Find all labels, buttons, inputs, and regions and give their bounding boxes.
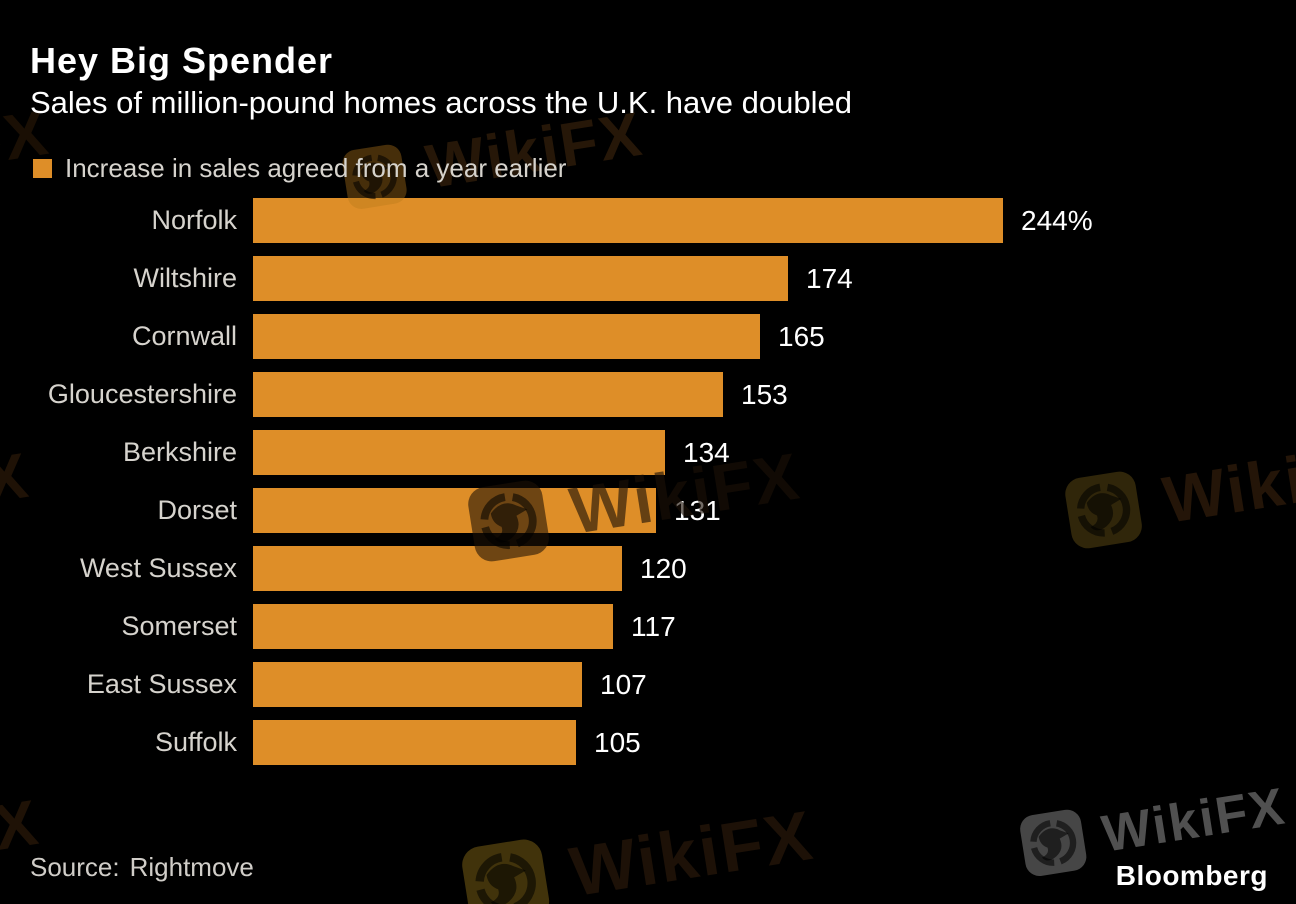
category-label: Norfolk (151, 205, 237, 235)
bar-row: Norfolk 244% (0, 198, 1296, 243)
bar-row: Wiltshire 174 (0, 256, 1296, 301)
wikifx-eagle-icon (1017, 806, 1090, 879)
bar (253, 546, 622, 591)
bar-row: Suffolk 105 (0, 720, 1296, 765)
bar-row: West Sussex 120 (0, 546, 1296, 591)
bar-row: Dorset 131 (0, 488, 1296, 533)
value-label: 134 (683, 436, 730, 468)
chart-subtitle: Sales of million-pound homes across the … (30, 85, 852, 120)
watermark-text: WikiFX (1098, 777, 1290, 864)
category-label: Somerset (121, 611, 237, 641)
watermark-text: WikiFX (564, 795, 819, 904)
value-label: 105 (594, 726, 641, 758)
bar (253, 720, 576, 765)
bar-row: Berkshire 134 (0, 430, 1296, 475)
category-label: West Sussex (79, 553, 237, 583)
value-label: 244% (1021, 204, 1093, 236)
category-label: Berkshire (122, 437, 237, 467)
bar (253, 372, 723, 417)
bar (253, 256, 788, 301)
watermark-unit: WikiFX (458, 793, 820, 904)
value-label: 174 (806, 262, 853, 294)
category-label: Cornwall (131, 321, 237, 351)
legend: Increase in sales agreed from a year ear… (33, 153, 566, 184)
bar (253, 314, 760, 359)
source-value: Rightmove (129, 852, 254, 882)
legend-label: Increase in sales agreed from a year ear… (65, 153, 567, 183)
bar (253, 488, 656, 533)
bar-row: Gloucestershire 153 (0, 372, 1296, 417)
source-note: Source: Rightmove (30, 852, 254, 883)
category-label: East Sussex (86, 669, 237, 699)
legend-swatch (33, 159, 52, 178)
bloomberg-logo: Bloomberg (1115, 860, 1268, 891)
bar-row: Cornwall 165 (0, 314, 1296, 359)
chart-title: Hey Big Spender (30, 40, 334, 81)
wikifx-eagle-icon (458, 835, 554, 904)
value-label: 117 (631, 610, 676, 642)
value-label: 165 (778, 320, 825, 352)
value-label: 107 (600, 668, 647, 700)
bar-row: Somerset 117 (0, 604, 1296, 649)
category-label: Dorset (157, 495, 237, 525)
bar-rows: Norfolk 244% Wiltshire 174 Cornwall 165 Glouce… (0, 198, 1296, 778)
bar (253, 430, 665, 475)
source-label: Source: (30, 852, 120, 882)
bar-row: East Sussex 107 (0, 662, 1296, 707)
bar (253, 662, 582, 707)
bar (253, 198, 1003, 243)
value-label: 120 (640, 552, 687, 584)
category-label: Wiltshire (133, 263, 237, 293)
category-label: Suffolk (154, 727, 237, 757)
value-label: 131 (674, 494, 721, 526)
bar (253, 604, 613, 649)
category-label: Gloucestershire (47, 379, 237, 409)
value-label: 153 (741, 378, 788, 410)
